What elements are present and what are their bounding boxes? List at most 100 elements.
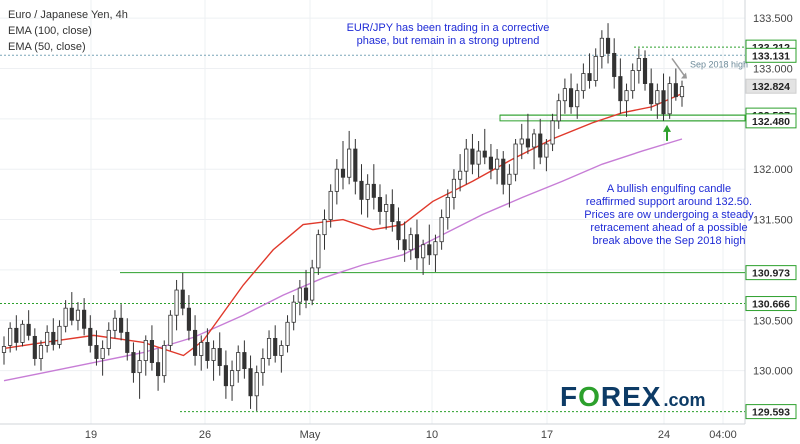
candle-up: [322, 219, 327, 236]
note-top: EUR/JPY has been trading in a corrective…: [328, 22, 568, 48]
price-tag: [745, 296, 797, 312]
candle-up: [445, 196, 450, 218]
note-bottom-line: retracement ahead of a possible: [590, 222, 748, 234]
support-zone: [499, 114, 746, 122]
candle-up: [679, 86, 685, 98]
candlesticks: [1, 23, 685, 411]
price-tag: [745, 265, 797, 281]
annotations: Sep 2018 high: [663, 57, 748, 141]
candle-down: [359, 180, 364, 200]
candle-down: [205, 342, 210, 361]
retracement-arrow: [671, 57, 686, 77]
candle-down: [223, 365, 228, 387]
candle-up: [408, 234, 413, 251]
candle-up: [20, 323, 25, 343]
x-tick-label: 26: [199, 429, 211, 441]
candle-down: [26, 323, 31, 336]
price-tag-label: 133.131: [752, 50, 790, 62]
price-tag-label: 130.973: [752, 268, 790, 280]
candle-down: [673, 83, 678, 98]
candle-down: [303, 287, 309, 301]
price-axis[interactable]: 133.500133.000132.500132.000131.500131.0…: [745, 13, 797, 420]
candle-up: [57, 325, 62, 345]
candle-down: [217, 348, 222, 366]
sep-high-label: Sep 2018 high: [690, 59, 748, 69]
candle-up: [531, 133, 537, 148]
candle-up: [260, 358, 265, 374]
retracement-arrow-head: [681, 72, 687, 79]
candle-up: [63, 307, 68, 327]
candle-down: [32, 335, 37, 359]
candle-up: [464, 148, 469, 172]
candle-up: [100, 348, 105, 359]
candle-up: [513, 143, 518, 175]
note-bottom: A bullish engulfing candle reaffirmed su…: [560, 183, 778, 248]
candle-down: [482, 150, 487, 158]
candle-down: [402, 239, 407, 251]
candle-up: [655, 90, 660, 105]
candle-down: [180, 289, 185, 309]
note-bottom-line: A bullish engulfing candle: [606, 183, 732, 195]
candle-down: [131, 352, 136, 374]
price-tag-label: 130.666: [752, 299, 790, 311]
candle-down: [273, 337, 278, 356]
candle-up: [433, 241, 438, 256]
x-tick-label: 19: [85, 429, 97, 441]
y-tick-label: 133.500: [753, 13, 793, 25]
candle-up: [451, 178, 457, 198]
candle-down: [353, 148, 358, 182]
candle-up: [495, 158, 500, 170]
candle-down: [340, 168, 346, 178]
candle-down: [427, 244, 432, 256]
candle-up: [1, 346, 7, 353]
candle-down: [192, 329, 198, 356]
candle-down: [149, 340, 155, 363]
y-tick-label: 131.500: [753, 215, 793, 227]
candle-up: [365, 183, 370, 200]
candle-up: [279, 345, 284, 356]
candle-up: [550, 120, 555, 145]
candle-up: [476, 150, 481, 165]
candle-up: [168, 314, 173, 346]
candle-down: [156, 362, 161, 377]
chart-grid: [0, 0, 746, 425]
candle-down: [69, 307, 74, 321]
y-tick-label: 130.000: [753, 366, 793, 378]
candle-up: [519, 138, 524, 145]
candle-down: [94, 345, 99, 359]
y-tick-label: 132.000: [753, 164, 793, 176]
candle-down: [661, 90, 666, 115]
candle-down: [642, 58, 648, 84]
candle-down: [587, 73, 592, 81]
candle-up: [75, 309, 81, 321]
chart-title: Euro / Japanese Yen, 4h: [8, 9, 128, 21]
candle-up: [285, 321, 290, 346]
logo-brand: FOREX: [560, 381, 662, 412]
candle-up: [507, 173, 512, 185]
price-tag: [745, 47, 797, 63]
candle-up: [112, 317, 118, 331]
note-bottom-line: Prices are ow undergoing a steady: [584, 209, 754, 221]
candle-down: [248, 368, 253, 397]
candle-up: [211, 348, 216, 361]
candle-down: [88, 327, 93, 346]
candle-up: [384, 204, 389, 212]
candle-up: [328, 190, 333, 220]
candle-up: [630, 70, 635, 92]
price-tag-label: 132.824: [752, 81, 790, 93]
x-tick-label: May: [300, 429, 321, 441]
logo-tld: .com: [663, 390, 706, 410]
candle-up: [106, 329, 111, 349]
candle-down: [390, 204, 395, 222]
price-tag: [745, 113, 797, 129]
candle-down: [501, 158, 506, 185]
time-axis[interactable]: 19 26 May 10 17 24 04:00: [85, 429, 737, 441]
candle-up: [439, 217, 444, 243]
candle-down: [488, 156, 494, 170]
candle-up: [599, 37, 604, 57]
candle-up: [575, 90, 580, 108]
candle-up: [254, 372, 259, 397]
candle-up: [174, 289, 179, 316]
candle-down: [14, 327, 19, 343]
